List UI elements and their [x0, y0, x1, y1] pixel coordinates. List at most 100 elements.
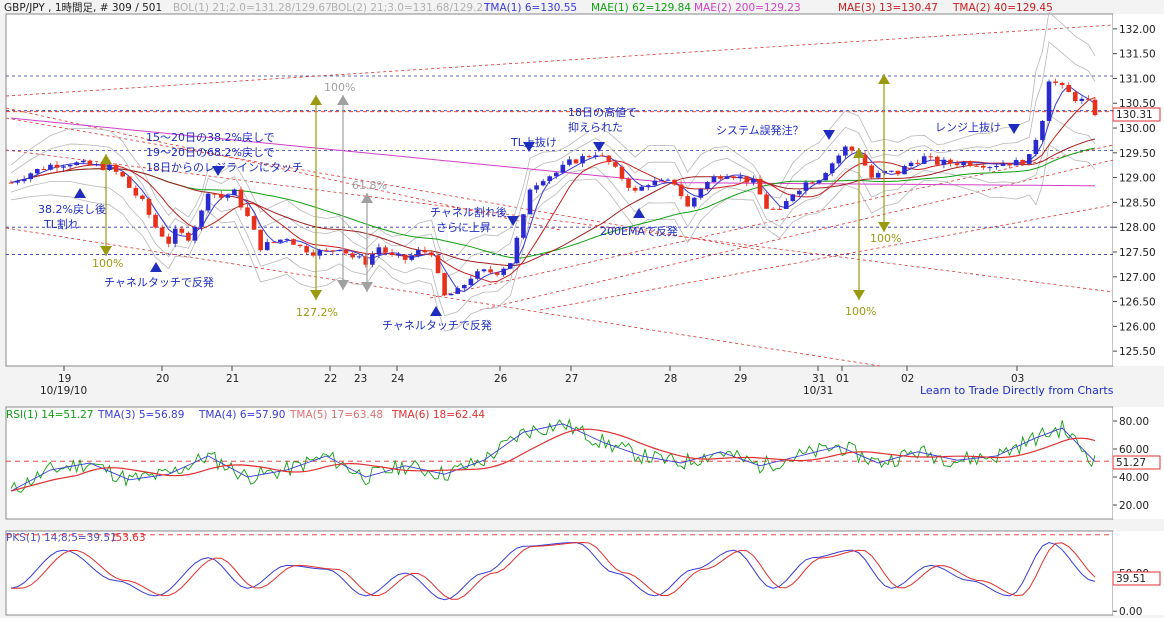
- mae2-line: [10, 117, 1096, 187]
- trend-line: [539, 204, 1114, 311]
- annotation-3: 18日からのレジラインにタッチ: [146, 161, 303, 174]
- signal-arrow: [74, 188, 86, 198]
- candle-body: [652, 180, 658, 186]
- candle-body: [1013, 159, 1019, 166]
- rsi-lines: [6, 417, 1113, 493]
- candle-body: [613, 162, 618, 167]
- candle-body: [370, 254, 375, 265]
- price-tick-label: 126.50: [1119, 297, 1156, 309]
- candle-body: [777, 208, 782, 210]
- pct-100-d: 100%: [845, 305, 876, 318]
- header-mae2: MAE(2) 200=129.23: [694, 2, 801, 14]
- candle-body: [757, 178, 763, 195]
- candle-body: [1059, 82, 1065, 86]
- candle-body: [297, 244, 303, 247]
- candle-body: [205, 193, 211, 211]
- time-tick-label: 27: [565, 373, 578, 385]
- candle-body: [632, 187, 638, 191]
- candle-body: [291, 239, 296, 245]
- candle-body: [869, 165, 874, 178]
- fib-arrow-head: [361, 193, 373, 203]
- fib-arrow-head: [878, 222, 890, 232]
- annotation-2: 19～20日の68.2%戻しで: [146, 146, 275, 159]
- candle-body: [356, 256, 362, 258]
- candle-body: [153, 214, 158, 228]
- candle-body: [34, 168, 40, 174]
- candle-body: [698, 188, 704, 198]
- bollinger-lower: [10, 114, 1096, 317]
- current-price: 130.31: [1116, 109, 1153, 121]
- price-tick-label: 130.00: [1119, 123, 1156, 135]
- candle-body: [343, 250, 349, 254]
- candle-body: [389, 252, 395, 255]
- candle-body: [606, 155, 612, 163]
- pks-header-2: /53.63: [112, 532, 146, 544]
- candle-body: [133, 187, 139, 196]
- candle-body: [218, 194, 224, 198]
- candle-body: [429, 252, 434, 256]
- candle-body: [21, 179, 27, 182]
- annotation-15: レンジ上抜け: [935, 120, 1001, 134]
- candle-body: [1046, 81, 1052, 121]
- signal-arrow: [593, 142, 605, 152]
- bollinger-lower: [10, 143, 1096, 332]
- annotation-14: システム誤発注？: [716, 123, 804, 137]
- price-tick-label: 130.50: [1119, 98, 1156, 110]
- candle-body: [87, 160, 93, 165]
- learn-link[interactable]: Learn to Trade Directly from Charts: [920, 384, 1114, 397]
- candle-body: [507, 263, 513, 269]
- header-mae1: MAE(1) 62=129.84: [591, 2, 691, 14]
- candle-body: [41, 168, 47, 170]
- candle-body: [560, 164, 566, 173]
- candle-body: [875, 173, 881, 178]
- candle-body: [80, 160, 86, 163]
- candle-body: [718, 176, 723, 179]
- candle-body: [744, 176, 750, 183]
- trend-line: [5, 149, 1114, 293]
- candle-body: [586, 156, 592, 158]
- candle-body: [961, 162, 966, 166]
- candle-body: [212, 193, 217, 195]
- pks-header: PKS(1) 14;8;5=39.51: [6, 532, 117, 544]
- pks-k-line: [10, 541, 1096, 601]
- candle-body: [770, 208, 776, 210]
- time-tick-label: 19: [58, 373, 71, 385]
- candle-body: [941, 159, 947, 165]
- header-bol1: BOL(1) 21;2.0=131.28/129.67: [173, 2, 332, 14]
- rsi-header-tma4: TMA(4) 6=57.90: [198, 409, 285, 421]
- candle-body: [902, 166, 907, 175]
- candle-body: [363, 256, 369, 265]
- time-tick-label: 24: [391, 373, 405, 385]
- fib-arrow-head: [361, 282, 373, 292]
- date-label-mid: 10/31: [803, 385, 833, 397]
- rsi-header-tma5: TMA(5) 17=63.48: [289, 409, 383, 421]
- candle-body: [442, 273, 447, 296]
- pks-d-line: [11, 541, 1096, 600]
- candle-body: [383, 247, 388, 253]
- annotation-5: TL割れ: [43, 217, 79, 231]
- candle-body: [304, 246, 309, 253]
- candle-body: [107, 164, 112, 170]
- candle-body: [1040, 120, 1045, 140]
- candle-body: [908, 162, 914, 167]
- trend-line: [5, 117, 761, 251]
- candle-body: [889, 170, 894, 172]
- candle-body: [987, 167, 993, 169]
- pks-tick-label: 0.00: [1119, 606, 1142, 618]
- candle-body: [580, 156, 585, 164]
- candle-body: [711, 176, 717, 183]
- candle-body: [783, 201, 789, 209]
- candle-body: [317, 250, 323, 256]
- pct-100-b: 100%: [324, 81, 355, 94]
- annotation-7: チャネル割れ後: [430, 205, 507, 219]
- candle-body: [376, 247, 382, 255]
- candle-body: [435, 255, 441, 274]
- candle-body: [672, 179, 677, 185]
- candle-body: [626, 178, 631, 188]
- candle-body: [553, 172, 559, 177]
- time-tick-label: 29: [734, 373, 747, 385]
- candle-body: [567, 159, 572, 165]
- time-tick-label: 21: [226, 373, 239, 385]
- candle-body: [1066, 85, 1072, 93]
- fib-arrow-head: [310, 290, 322, 300]
